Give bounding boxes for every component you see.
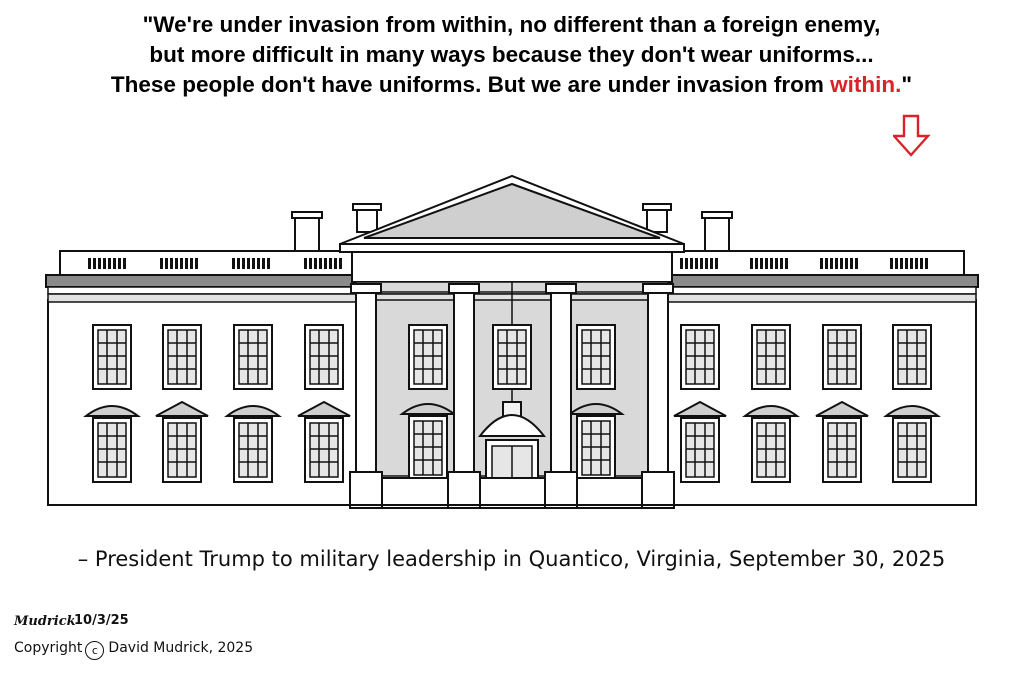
copyright-holder: David Mudrick, 2025 [108, 640, 254, 656]
arrow-down-icon [893, 114, 931, 157]
quote-text: "We're under invasion from within, no di… [0, 10, 1023, 100]
artist-signature: Mudrick [14, 614, 76, 629]
highlighted-word: within. [830, 72, 902, 97]
copyright-label: Copyright [14, 640, 83, 656]
quote-attribution: – President Trump to military leadership… [77, 547, 946, 571]
closing-quote: " [901, 72, 913, 97]
white-house-drawing [45, 174, 979, 509]
signature-date: 10/3/25 [74, 613, 129, 628]
quote-line-3-prefix: These people don't have uniforms. But we… [110, 72, 831, 97]
copyright-notice: Copyright c David Mudrick, 2025 [14, 640, 253, 660]
quote-line-2: but more difficult in many ways because … [149, 42, 874, 67]
quote-line-3: These people don't have uniforms. But we… [0, 70, 1023, 100]
copyright-symbol-icon: c [85, 641, 105, 660]
quote-line-1: "We're under invasion from within, no di… [142, 12, 881, 37]
